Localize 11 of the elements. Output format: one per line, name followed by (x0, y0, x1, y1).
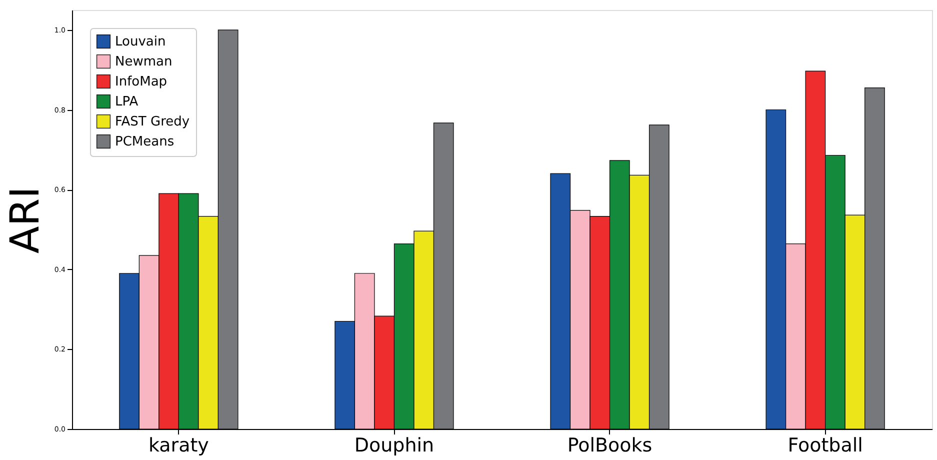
legend-label: Newman (115, 54, 172, 70)
legend-label: PCMeans (115, 134, 174, 150)
legend-label: InfoMap (115, 74, 168, 90)
x-tick-label: Douphin (354, 434, 434, 456)
y-axis-title: ARI (2, 186, 48, 254)
legend-label: FAST Gredy (115, 114, 190, 130)
legend-label: Louvain (115, 34, 166, 50)
legend-label: LPA (115, 94, 138, 110)
x-tick-label: PolBooks (567, 434, 652, 456)
x-tick-label: karaty (148, 434, 209, 456)
x-tick-label: Football (788, 434, 863, 456)
